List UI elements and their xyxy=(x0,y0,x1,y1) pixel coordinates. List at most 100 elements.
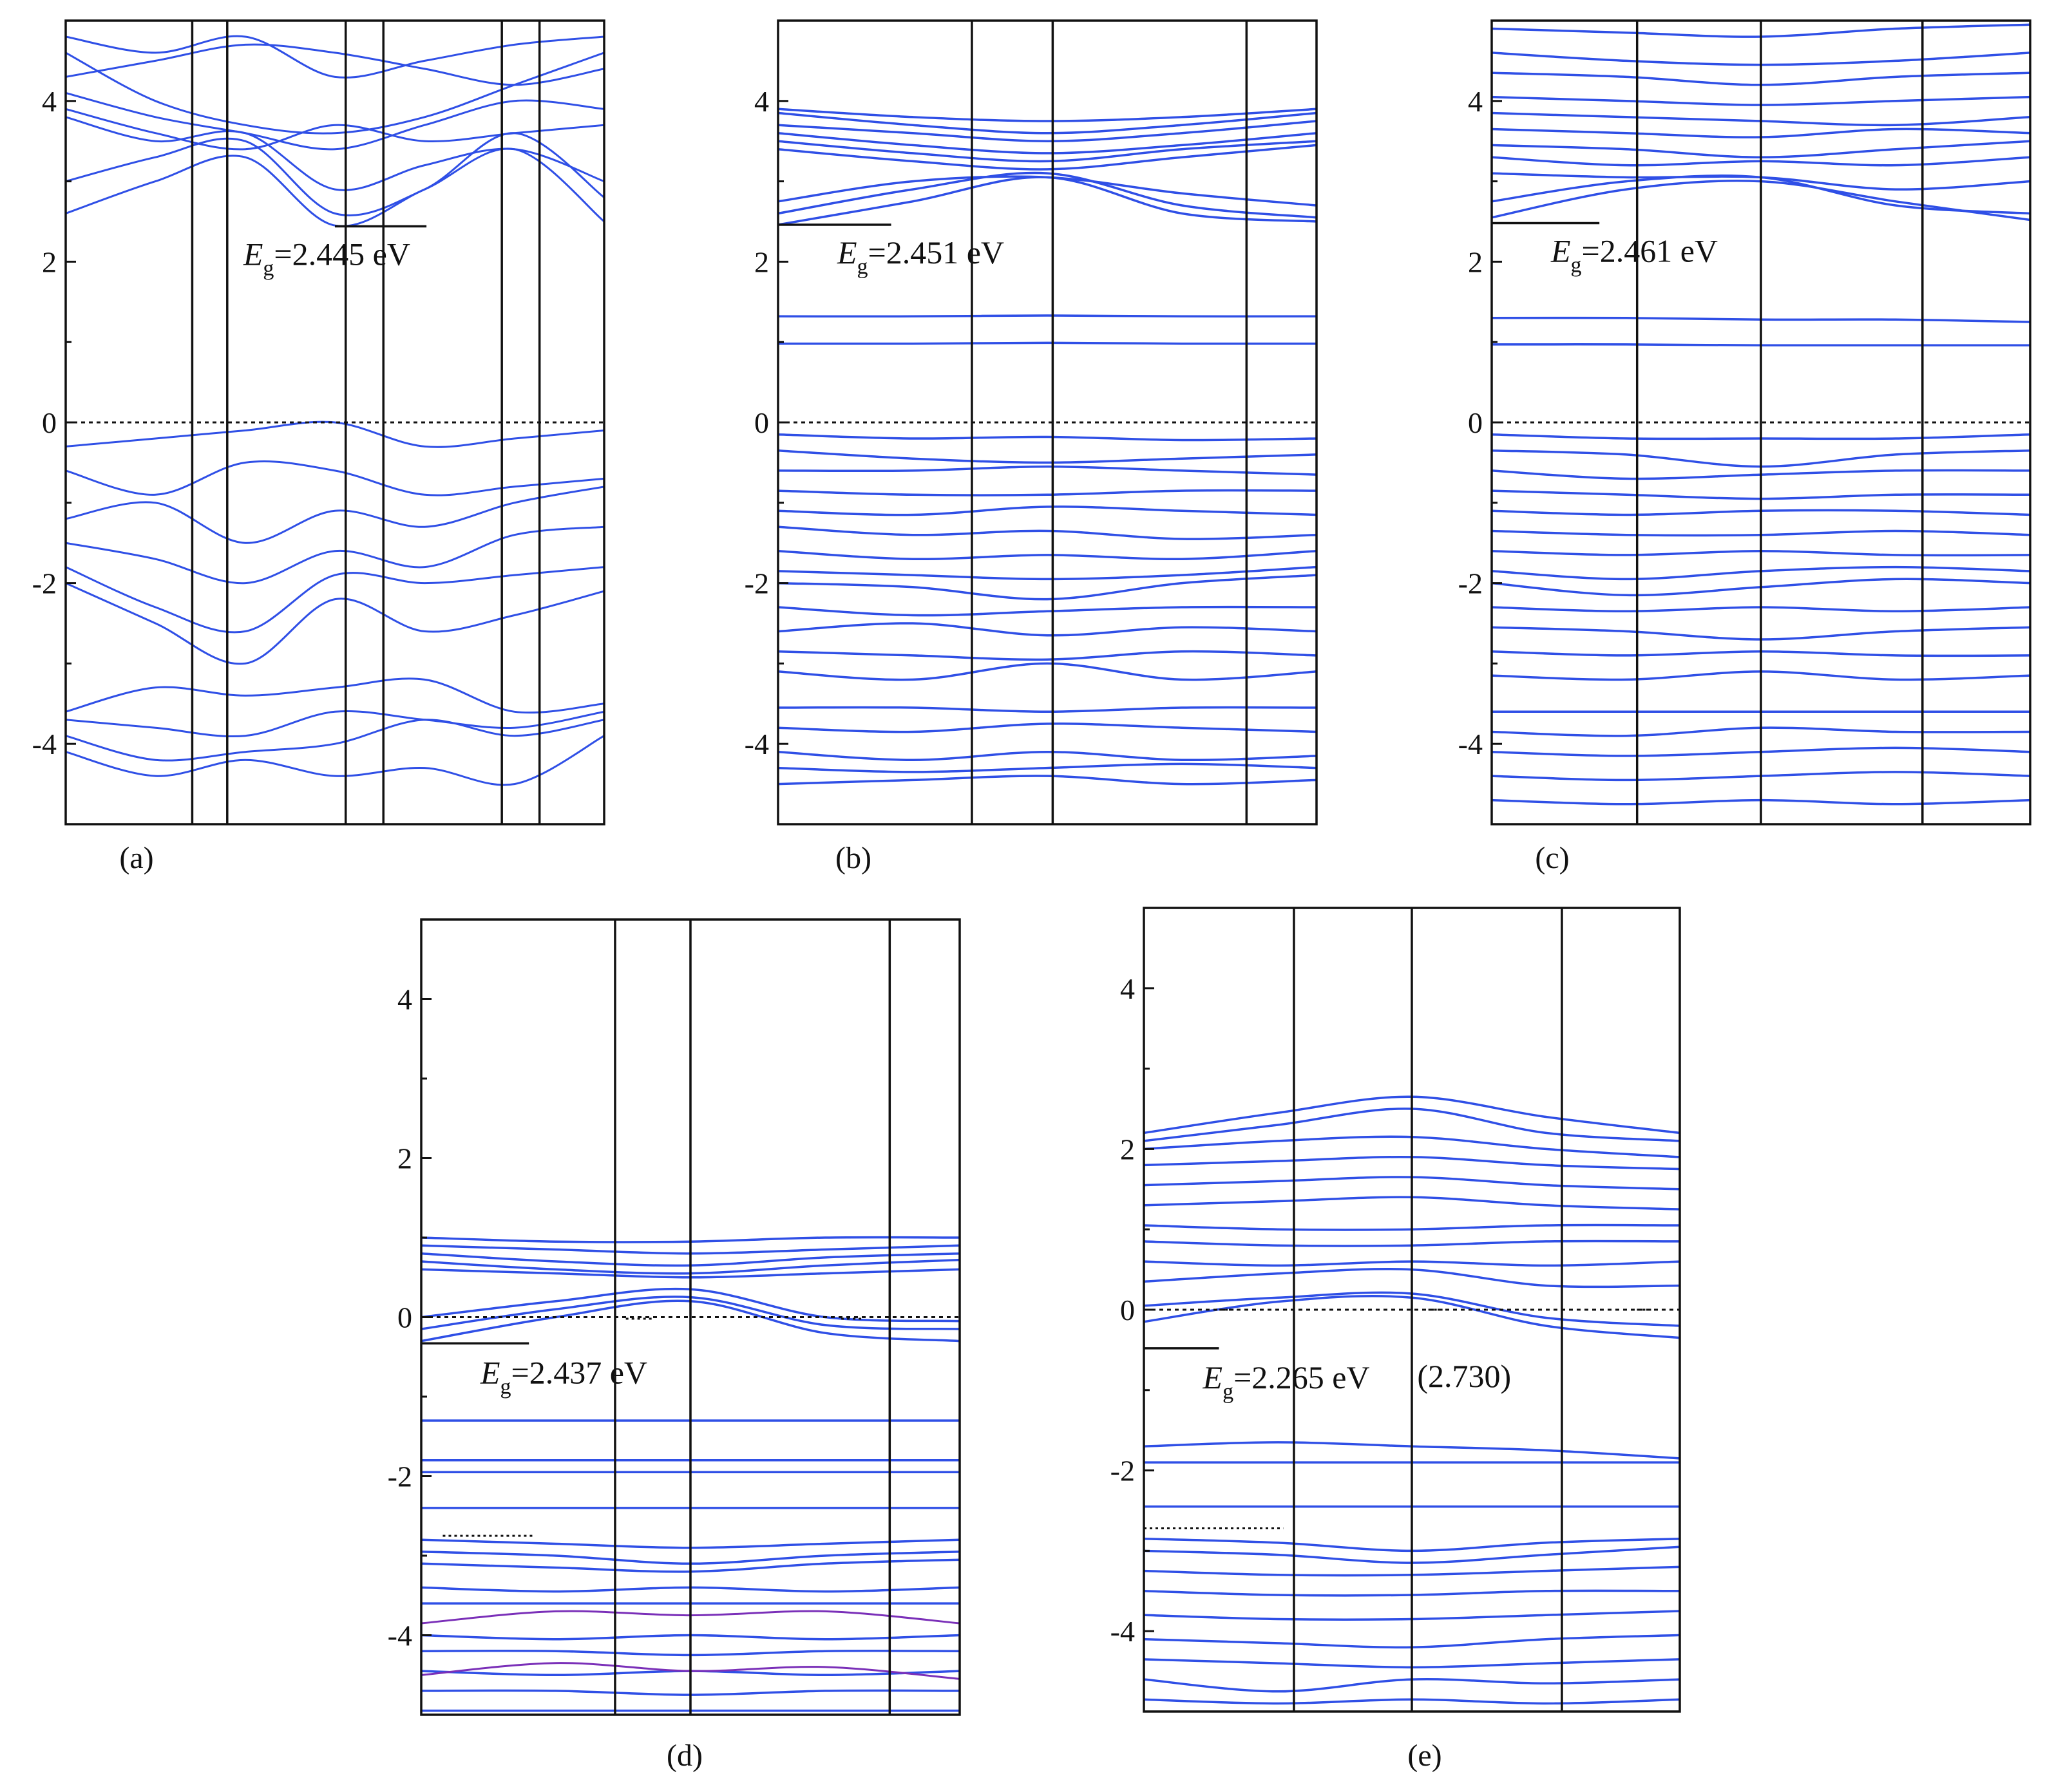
panel-a-band-line xyxy=(66,582,604,665)
panel-d-ticks: -4 -2 0 2 4 xyxy=(388,983,412,1652)
panel-a-band-line xyxy=(66,735,604,786)
panel-b-band-line xyxy=(778,525,1317,540)
panel-e: -4 -2 0 2 4 Eg=2.265 eV (2.730) (e) xyxy=(1110,907,1681,1773)
panel-e-gap-symbol: E xyxy=(1203,1359,1223,1395)
panel-d-ytick-label: 0 xyxy=(397,1301,412,1334)
panel-c-ytick-label: 2 xyxy=(1468,245,1483,278)
panel-a-plot xyxy=(64,19,605,825)
panel-b-caption: (b) xyxy=(835,841,871,875)
panel-d-gap-subscript: g xyxy=(500,1375,511,1399)
panel-e-ticks: -4 -2 0 2 4 xyxy=(1110,972,1135,1648)
panel-a: -4 -2 0 2 4 Eg=2.445 eV (a) xyxy=(32,19,605,875)
panel-d-ytick-label: 4 xyxy=(397,983,412,1016)
panel-c-gap-subscript: g xyxy=(1571,253,1582,277)
panel-d-ytick-label: -2 xyxy=(388,1460,412,1493)
panel-b-band-line xyxy=(778,465,1317,476)
panel-c-gap-symbol: E xyxy=(1550,232,1571,269)
panel-c-ytick-label: 0 xyxy=(1468,406,1483,439)
panel-b-ytick-label: -4 xyxy=(745,728,769,760)
panel-b-band-line xyxy=(778,605,1317,617)
panel-b-ytick-label: 0 xyxy=(754,406,769,439)
panel-a-band-line xyxy=(66,566,604,634)
panel-a-caption: (a) xyxy=(119,841,153,875)
panel-a-gap-label: Eg=2.445 eV xyxy=(243,236,410,280)
panel-c-ticks: -4 -2 0 2 4 xyxy=(1458,85,1483,760)
panel-c-ytick-label: -2 xyxy=(1458,567,1483,600)
panel-b-gap-symbol: E xyxy=(837,234,857,270)
panel-a-ticks: -4 -2 0 2 4 xyxy=(32,85,57,760)
panel-b-band-line xyxy=(778,762,1317,773)
panel-a-band-line xyxy=(66,719,604,762)
panel-a-band-line xyxy=(66,132,604,216)
panel-a-bands xyxy=(66,35,604,786)
panel-c-gap-label: Eg=2.461 eV xyxy=(1550,232,1718,277)
panel-a-gap-subscript: g xyxy=(263,256,274,280)
panel-d-gap-symbol: E xyxy=(480,1354,500,1390)
panel-c: -4 -2 0 2 4 Eg=2.461 eV (c) xyxy=(1458,19,2031,875)
panel-a-ytick-label: -4 xyxy=(32,728,57,760)
panel-a-band-line xyxy=(66,486,604,544)
panel-b-band-line xyxy=(778,449,1317,464)
panel-a-band-line xyxy=(66,710,604,738)
panel-b-band-line xyxy=(778,662,1317,681)
panel-b-band-line xyxy=(778,650,1317,661)
panel-a-band-line xyxy=(66,420,604,448)
panel-b-band-line xyxy=(778,144,1317,171)
panel-a-ytick-label: 0 xyxy=(42,406,57,439)
panel-b-band-line xyxy=(778,574,1317,601)
panel-b-band-line xyxy=(778,750,1317,762)
panel-e-gap-label: Eg=2.265 eV xyxy=(1203,1359,1370,1404)
panel-d-gap-label: Eg=2.437 eV xyxy=(480,1354,647,1399)
panel-b-ytick-label: 2 xyxy=(754,245,769,278)
panel-d-gap-value: =2.437 eV xyxy=(511,1354,648,1390)
panel-b-band-line xyxy=(778,120,1317,142)
panel-b-band-line xyxy=(778,489,1317,496)
panel-b-gap-subscript: g xyxy=(857,255,868,279)
panel-a-band-line xyxy=(66,525,604,585)
panel-d-plot xyxy=(420,918,961,1716)
panel-e-gap-subscript: g xyxy=(1222,1380,1233,1404)
panel-e-ytick-label: 0 xyxy=(1120,1294,1135,1326)
panel-b: -4 -2 0 2 4 Eg=2.451 eV (b) xyxy=(745,19,1318,875)
panel-d-caption: (d) xyxy=(667,1739,703,1773)
panel-a-band-line xyxy=(66,91,604,151)
panel-b-band-line xyxy=(778,131,1317,155)
panel-b-ticks: -4 -2 0 2 4 xyxy=(745,85,769,760)
panel-b-band-line xyxy=(778,722,1317,733)
panel-a-ytick-label: 2 xyxy=(42,245,57,278)
panel-b-band-line xyxy=(778,549,1317,561)
panel-c-plot xyxy=(1490,19,2031,825)
panel-b-band-line xyxy=(778,108,1317,122)
panel-b-band-line xyxy=(778,176,1317,226)
panel-e-ytick-label: -4 xyxy=(1110,1615,1135,1648)
panel-b-band-line xyxy=(778,775,1317,786)
panel-c-caption: (c) xyxy=(1535,841,1569,875)
panel-b-band-line xyxy=(778,433,1317,442)
panel-e-plot xyxy=(1143,907,1681,1713)
panel-b-band-line xyxy=(778,622,1317,637)
panel-e-secondary-label: (2.730) xyxy=(1417,1358,1511,1394)
panel-a-ytick-label: 4 xyxy=(42,85,57,118)
panel-e-ytick-label: -2 xyxy=(1110,1455,1135,1487)
panel-a-gap-value: =2.445 eV xyxy=(274,236,410,272)
panel-a-band-line xyxy=(66,460,604,496)
panel-d-ytick-label: -4 xyxy=(388,1619,412,1652)
panel-d-ytick-label: 2 xyxy=(397,1142,412,1175)
panel-b-gap-label: Eg=2.451 eV xyxy=(837,234,1004,279)
panel-d: -4 -2 0 2 4 Eg=2.437 eV (d) xyxy=(388,918,961,1773)
panel-c-gap-value: =2.461 eV xyxy=(1582,232,1718,269)
panel-b-plot xyxy=(777,19,1318,825)
panel-b-band-line xyxy=(778,140,1317,163)
panel-b-ytick-label: -2 xyxy=(745,567,769,600)
panel-b-band-line xyxy=(778,565,1317,581)
panel-a-band-line xyxy=(66,35,604,79)
panel-e-caption: (e) xyxy=(1407,1739,1441,1773)
panel-b-bands xyxy=(778,108,1317,786)
panel-a-ytick-label: -2 xyxy=(32,567,57,600)
panel-e-ytick-label: 2 xyxy=(1120,1133,1135,1165)
panel-b-gap-value: =2.451 eV xyxy=(868,234,1005,270)
panel-b-band-line xyxy=(778,171,1317,219)
panel-b-band-line xyxy=(778,111,1317,135)
